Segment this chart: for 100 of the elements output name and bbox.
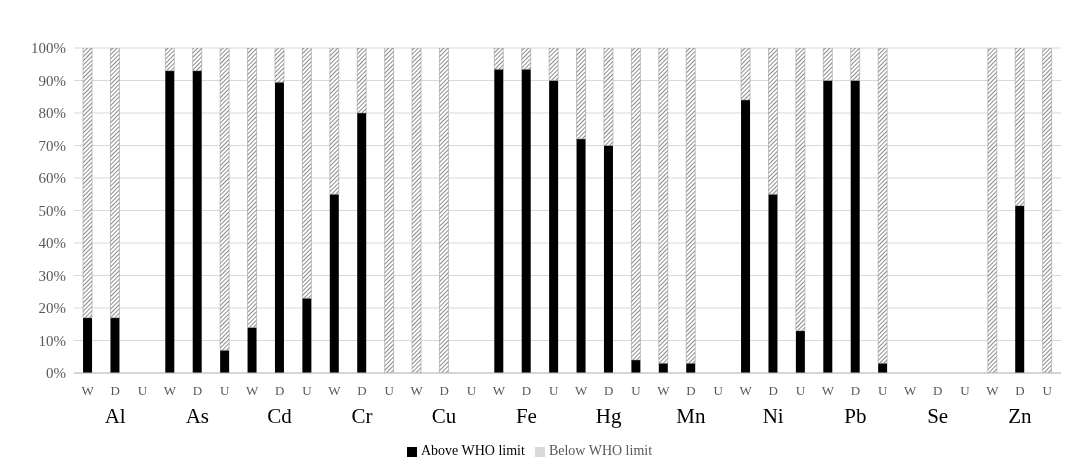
x-tick-label: D bbox=[274, 383, 285, 398]
x-tick-label: W bbox=[328, 383, 342, 398]
y-tick-label: 80% bbox=[38, 105, 66, 122]
bar bbox=[795, 48, 806, 331]
bar bbox=[110, 317, 120, 373]
x-tick-label: W bbox=[246, 383, 260, 398]
x-tick-label: U bbox=[137, 383, 148, 398]
text: As bbox=[185, 404, 210, 428]
bar bbox=[192, 70, 202, 373]
x-tick-label: U bbox=[466, 383, 477, 398]
bar bbox=[439, 48, 449, 373]
bar bbox=[603, 145, 613, 373]
x-tick-label: D bbox=[192, 383, 203, 398]
x-tick-label: W bbox=[657, 383, 671, 398]
y-tick-label: 60% bbox=[38, 170, 66, 187]
bar bbox=[603, 48, 614, 146]
bar bbox=[850, 48, 860, 81]
x-tick-label: D bbox=[932, 383, 943, 398]
x-tick-label: W bbox=[986, 383, 1000, 398]
bar bbox=[823, 48, 833, 81]
x-tick-label: U bbox=[384, 383, 395, 398]
bar bbox=[411, 48, 422, 373]
text: Ni bbox=[762, 404, 784, 428]
bar bbox=[521, 48, 531, 70]
x-tick-label: W bbox=[492, 383, 506, 398]
x-tick-label: W bbox=[410, 383, 424, 398]
bar bbox=[740, 48, 751, 101]
y-tick-label: 10% bbox=[38, 332, 66, 349]
bar bbox=[987, 48, 998, 373]
x-tick-label: D bbox=[686, 383, 696, 398]
text: Al bbox=[104, 404, 126, 428]
bar bbox=[82, 48, 93, 318]
bar bbox=[356, 48, 367, 114]
text: Fe bbox=[515, 404, 537, 428]
bar bbox=[795, 330, 805, 373]
x-tick-label: D bbox=[357, 383, 367, 398]
bar bbox=[741, 100, 751, 373]
bar bbox=[658, 48, 669, 364]
bar bbox=[302, 48, 312, 299]
bar bbox=[877, 48, 888, 364]
bar bbox=[576, 48, 586, 140]
bar bbox=[357, 113, 367, 373]
x-tick-label: D bbox=[1015, 383, 1025, 398]
x-tick-label: U bbox=[631, 383, 642, 398]
bar bbox=[494, 69, 504, 373]
x-tick-label: W bbox=[904, 383, 918, 398]
x-tick-label: U bbox=[713, 383, 724, 398]
x-tick-label: D bbox=[768, 383, 778, 398]
bar bbox=[274, 82, 284, 373]
bar bbox=[494, 48, 504, 70]
text: Cd bbox=[267, 404, 293, 428]
text: Zn bbox=[1008, 404, 1033, 428]
x-tick-label: D bbox=[850, 383, 861, 398]
bar bbox=[329, 48, 340, 195]
bar bbox=[768, 48, 778, 195]
y-tick-label: 40% bbox=[38, 235, 66, 252]
bar bbox=[110, 48, 120, 318]
x-tick-label: U bbox=[220, 383, 231, 398]
x-tick-label: D bbox=[439, 383, 449, 398]
x-tick-label: D bbox=[110, 383, 120, 398]
x-tick-label: W bbox=[739, 383, 753, 398]
text: Cr bbox=[351, 404, 373, 428]
x-tick-label: U bbox=[302, 383, 313, 398]
x-tick-label: U bbox=[549, 383, 560, 398]
text: Mn bbox=[676, 404, 706, 428]
y-tick-label: 90% bbox=[38, 72, 66, 89]
y-tick-label: 20% bbox=[38, 300, 66, 317]
y-tick-label: 70% bbox=[38, 137, 66, 154]
x-tick-label: U bbox=[1042, 383, 1053, 398]
y-tick-label: 0% bbox=[46, 365, 66, 382]
bar bbox=[83, 317, 93, 373]
x-tick-label: D bbox=[521, 383, 532, 398]
legend-label: Below WHO limit bbox=[548, 443, 653, 458]
bar bbox=[1014, 48, 1025, 206]
bar bbox=[165, 70, 175, 373]
bar bbox=[521, 69, 531, 373]
y-tick-label: 50% bbox=[38, 202, 66, 219]
text: Hg bbox=[595, 404, 622, 428]
bar bbox=[1015, 205, 1025, 373]
bar bbox=[192, 48, 202, 71]
bar bbox=[302, 298, 312, 373]
text: Se bbox=[927, 404, 949, 428]
bar bbox=[576, 139, 586, 373]
bar bbox=[274, 48, 285, 83]
text: Cu bbox=[431, 404, 457, 428]
text: Pb bbox=[844, 404, 867, 428]
bar bbox=[247, 327, 257, 373]
x-tick-label: W bbox=[575, 383, 589, 398]
legend-label: Above WHO limit bbox=[420, 443, 525, 458]
x-tick-label: U bbox=[795, 383, 806, 398]
y-tick-label: 30% bbox=[38, 267, 66, 284]
bar bbox=[220, 350, 230, 373]
bar bbox=[549, 80, 559, 373]
bar bbox=[823, 80, 833, 373]
bar bbox=[768, 194, 778, 373]
bar bbox=[329, 194, 339, 373]
x-tick-label: D bbox=[603, 383, 614, 398]
y-tick-label: 100% bbox=[31, 40, 66, 57]
bar bbox=[548, 48, 559, 81]
bar bbox=[384, 48, 394, 373]
